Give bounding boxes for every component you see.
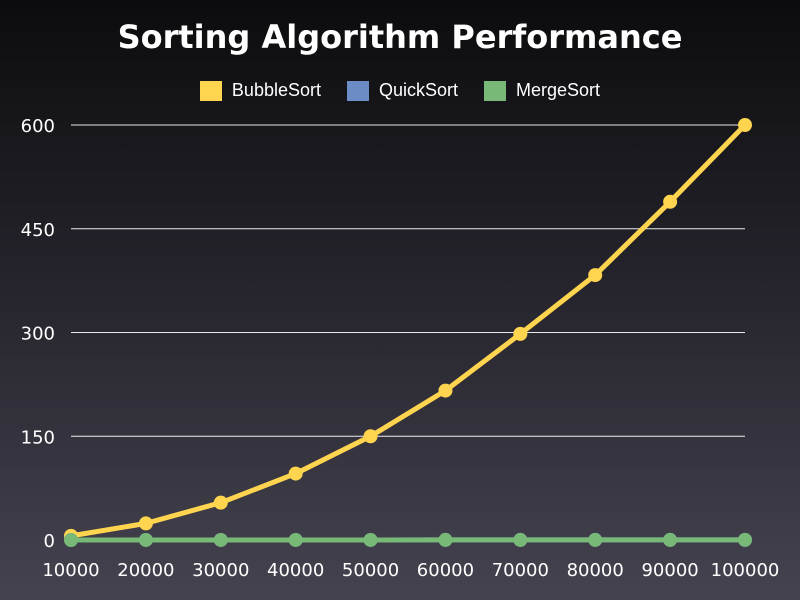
data-point-mergesort-60000 (438, 532, 453, 547)
data-point-mergesort-80000 (588, 532, 603, 547)
data-point-bubblesort-30000 (213, 495, 228, 510)
y-tick-label-150: 150 (21, 427, 55, 448)
legend-item-bubblesort[interactable]: BubbleSort (199, 80, 321, 101)
legend-label-mergesort: MergeSort (516, 80, 601, 100)
legend-swatch-bubblesort (199, 80, 222, 101)
data-point-mergesort-10000 (64, 532, 78, 547)
y-tick-label-300: 300 (21, 324, 55, 345)
series-line-bubblesort (68, 122, 748, 539)
x-tick-label-70000: 70000 (492, 560, 549, 581)
x-tick-label-20000: 20000 (117, 560, 174, 581)
legend-swatch-quicksort (346, 80, 369, 101)
data-point-bubblesort-80000 (588, 268, 603, 283)
data-point-mergesort-90000 (663, 532, 678, 547)
x-tick-label-60000: 60000 (417, 560, 474, 581)
legend-swatch-mergesort (484, 80, 507, 101)
data-point-bubblesort-100000 (738, 118, 752, 132)
data-point-bubblesort-50000 (363, 429, 378, 444)
data-point-bubblesort-90000 (663, 194, 678, 209)
y-tick-label-0: 0 (44, 531, 55, 552)
data-point-bubblesort-70000 (513, 326, 528, 341)
legend-label-bubblesort: BubbleSort (231, 80, 321, 100)
data-point-mergesort-50000 (363, 532, 378, 547)
data-point-mergesort-70000 (513, 532, 528, 547)
x-tick-label-100000: 100000 (711, 560, 780, 581)
legend-item-quicksort[interactable]: QuickSort (346, 80, 459, 101)
x-tick-label-50000: 50000 (342, 560, 399, 581)
legend-item-mergesort[interactable]: MergeSort (484, 80, 600, 101)
data-point-mergesort-30000 (213, 532, 228, 547)
data-point-bubblesort-20000 (138, 516, 153, 531)
chart-title: Sorting Algorithm Performance (117, 18, 683, 56)
x-tick-label-90000: 90000 (641, 560, 698, 581)
legend: BubbleSort QuickSort MergeSort (0, 80, 800, 101)
y-tick-label-600: 600 (21, 116, 55, 137)
legend-label-quicksort: QuickSort (378, 80, 459, 100)
x-tick-label-30000: 30000 (192, 560, 249, 581)
y-tick-label-450: 450 (21, 220, 55, 241)
data-point-mergesort-100000 (738, 532, 752, 547)
data-point-bubblesort-40000 (288, 466, 303, 481)
x-tick-label-80000: 80000 (567, 560, 624, 581)
data-point-bubblesort-60000 (438, 383, 453, 398)
data-point-mergesort-20000 (138, 532, 153, 547)
data-point-mergesort-40000 (288, 532, 303, 547)
x-tick-label-40000: 40000 (267, 560, 324, 581)
x-tick-label-10000: 10000 (42, 560, 99, 581)
